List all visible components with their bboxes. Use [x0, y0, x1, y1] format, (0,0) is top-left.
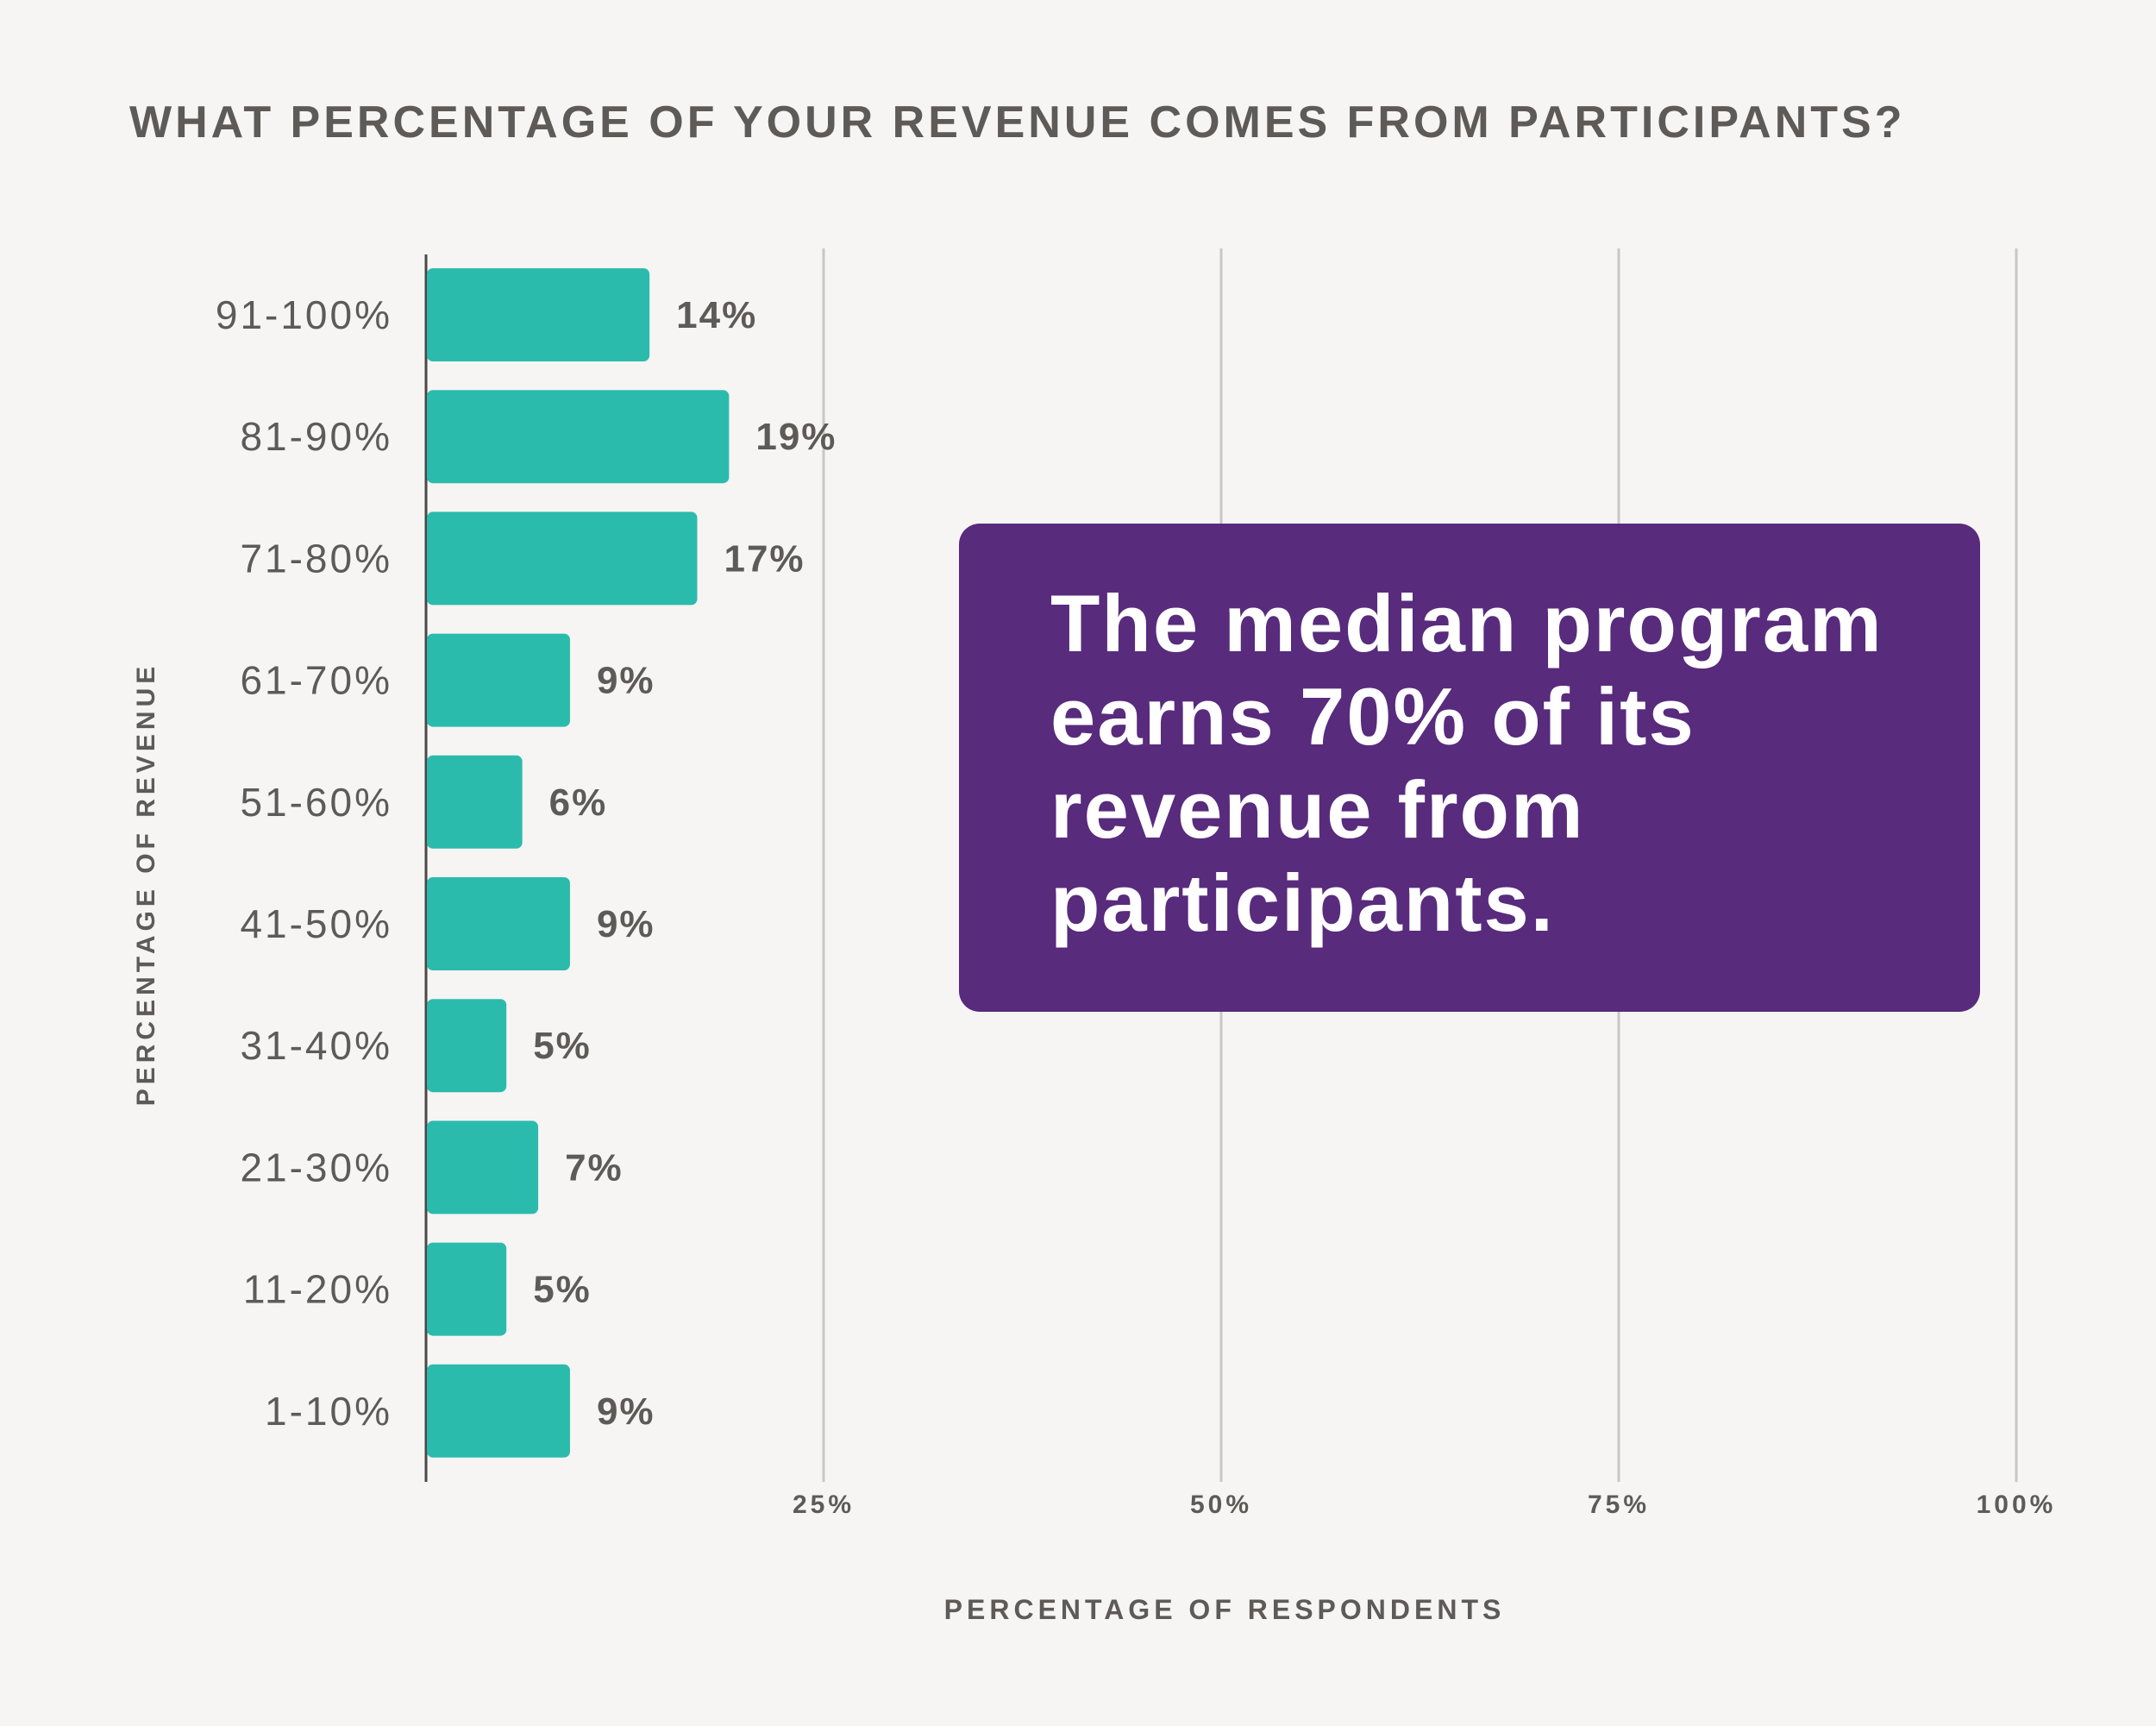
bar	[427, 1120, 539, 1214]
x-tick-label: 75%	[1588, 1491, 1650, 1519]
category-label: 71-80%	[240, 536, 392, 581]
y-axis-label: PERCENTAGE OF REVENUE	[132, 662, 160, 1107]
x-tick-label: 100%	[1977, 1491, 2057, 1519]
data-label: 14%	[676, 294, 757, 336]
data-label: 19%	[755, 416, 837, 458]
category-label: 21-30%	[240, 1145, 392, 1189]
data-label: 5%	[533, 1025, 592, 1067]
median-callout-text: The median program earns 70% of its reve…	[1050, 578, 1883, 948]
data-label: 17%	[724, 537, 805, 580]
median-callout-box: The median program earns 70% of its reve…	[959, 524, 1980, 1012]
x-axis-label: PERCENTAGE OF RESPONDENTS	[943, 1594, 1506, 1625]
data-label: 5%	[533, 1269, 592, 1311]
bars	[427, 268, 730, 1458]
bar	[427, 1364, 570, 1458]
data-label: 9%	[597, 903, 655, 945]
bar	[427, 755, 523, 849]
category-label: 91-100%	[216, 292, 392, 337]
bar	[427, 633, 570, 727]
category-label: 31-40%	[240, 1023, 392, 1068]
chart-title: WHAT PERCENTAGE OF YOUR REVENUE COMES FR…	[129, 97, 1906, 147]
bar	[427, 512, 698, 606]
category-label: 81-90%	[240, 414, 392, 459]
bar	[427, 999, 507, 1093]
category-label: 41-50%	[240, 901, 392, 946]
x-tick-label: 50%	[1190, 1491, 1252, 1519]
labels: 25% 50% 75% 100% 91-100% 14% 81-90% 19% 71-80% 17…	[216, 292, 2057, 1519]
data-label: 6%	[549, 781, 608, 824]
x-tick-label: 25%	[793, 1491, 855, 1519]
category-label: 11-20%	[243, 1267, 392, 1312]
category-label: 1-10%	[265, 1389, 392, 1434]
data-label: 7%	[565, 1146, 624, 1189]
category-label: 61-70%	[240, 658, 392, 703]
data-label: 9%	[597, 660, 655, 702]
bar	[427, 877, 570, 970]
data-label: 9%	[597, 1390, 655, 1433]
bar	[427, 390, 730, 484]
category-label: 51-60%	[240, 780, 392, 825]
bar	[427, 1242, 507, 1336]
bar	[427, 268, 650, 361]
